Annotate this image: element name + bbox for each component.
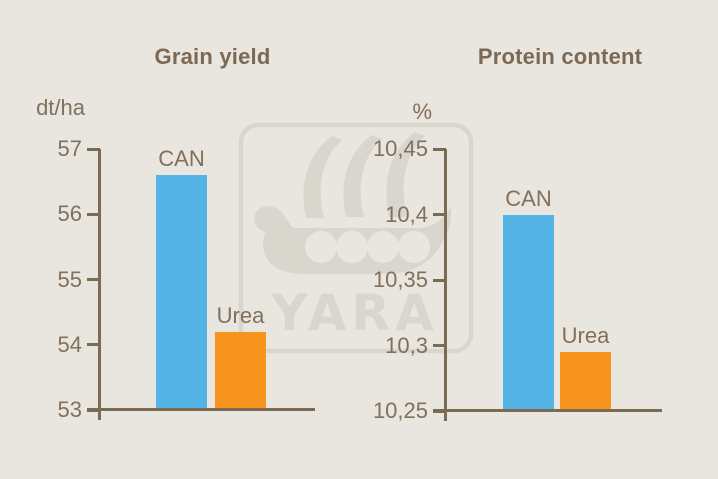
grain-yield-plot: 57 56 55 54 53 CAN Urea — [58, 136, 315, 422]
y-axis-line — [98, 149, 101, 420]
bar-label-urea: Urea — [561, 323, 610, 349]
yara-watermark-logo: YARA — [238, 122, 474, 354]
y-tick-label: 54 — [57, 331, 82, 357]
y-tick-mark — [433, 213, 446, 216]
ship-shield-holes — [305, 231, 430, 263]
y-tick-label: 10,45 — [372, 136, 428, 161]
y-tick-label: 10,35 — [372, 267, 428, 292]
protein-content-plot: 10,45 10,4 10,35 10,3 10,25 CAN Urea — [373, 136, 662, 423]
y-tick-label: 10,3 — [385, 332, 428, 358]
bar-label-can: CAN — [158, 146, 205, 172]
bar-can — [503, 214, 554, 409]
y-axis-unit-protein-content: % — [412, 99, 432, 124]
bar-can — [156, 175, 207, 408]
y-tick-mark — [433, 278, 446, 282]
y-tick-mark — [433, 344, 446, 347]
y-tick-label: 10,4 — [385, 201, 428, 227]
watermark-text: YARA — [270, 284, 438, 342]
y-tick-label: 55 — [57, 266, 82, 292]
y-tick-mark — [87, 408, 100, 412]
y-tick-mark — [433, 147, 446, 151]
y-tick-mark — [87, 147, 100, 151]
bar-urea — [560, 352, 611, 409]
y-tick-label: 56 — [57, 201, 82, 227]
y-tick-label: 57 — [57, 136, 82, 161]
watermark-border — [238, 122, 474, 354]
y-tick-mark — [87, 212, 100, 216]
chart-title-grain-yield: Grain yield — [154, 44, 271, 69]
y-tick-label: 10,25 — [372, 398, 428, 423]
x-axis-line — [433, 409, 662, 412]
y-axis-unit-grain-yield: dt/ha — [36, 95, 85, 120]
y-tick-mark — [87, 343, 100, 347]
y-tick-label: 53 — [57, 397, 82, 422]
bar-urea — [215, 331, 266, 408]
y-axis-line — [444, 149, 447, 421]
bar-label-can: CAN — [505, 185, 552, 211]
y-tick-mark — [433, 409, 446, 413]
bar-label-urea: Urea — [216, 302, 265, 328]
x-axis-line — [87, 408, 315, 411]
y-tick-mark — [87, 278, 100, 281]
chart-title-protein-content: Protein content — [477, 44, 643, 69]
